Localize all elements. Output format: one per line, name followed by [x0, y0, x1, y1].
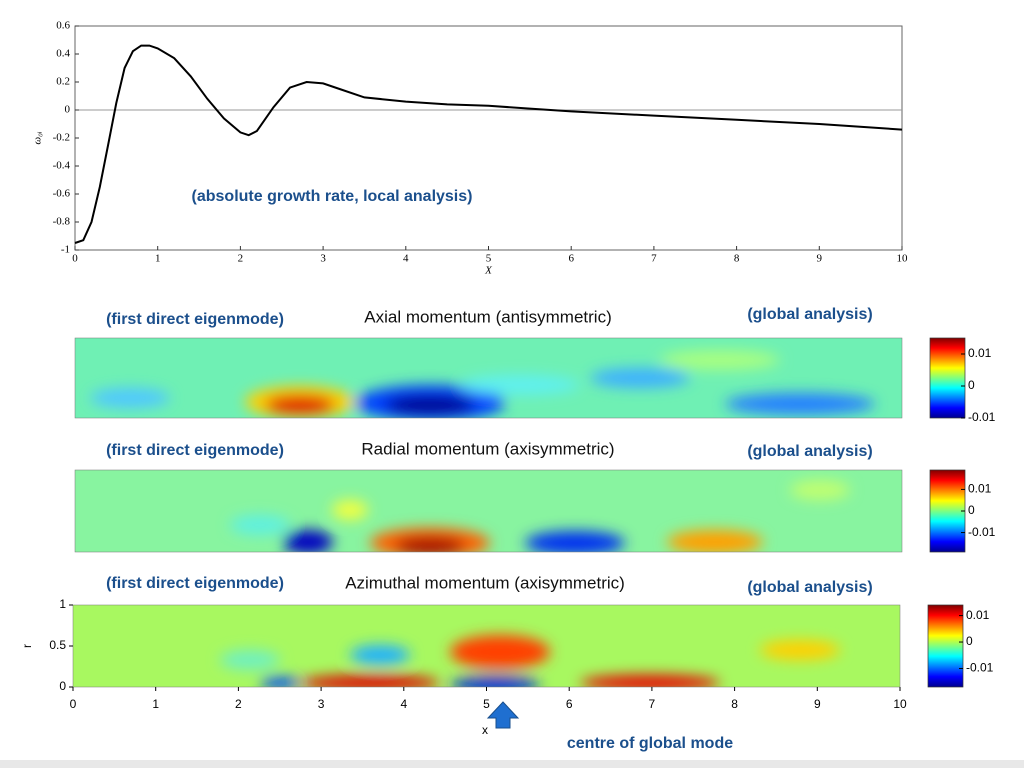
colorbar-tick-label: 0.01: [968, 346, 992, 360]
y-tick-label: -0.2: [53, 132, 70, 144]
y-tick-label: -0.4: [53, 160, 71, 172]
annotation: (global analysis): [747, 443, 872, 460]
x-tick-label: 7: [651, 253, 657, 265]
x-tick-label: 10: [893, 697, 907, 711]
field-azimuthal: [73, 605, 900, 687]
panel-title: Radial momentum (axisymmetric): [361, 439, 614, 458]
x-tick-label: 8: [734, 253, 740, 265]
x-axis-label: x: [482, 723, 488, 737]
colorbar-tick-label: -0.01: [966, 661, 994, 675]
x-tick-label: 3: [318, 697, 325, 711]
x-tick-label: 0: [72, 253, 78, 265]
annotation: (global analysis): [747, 579, 872, 596]
x-tick-label: 8: [731, 697, 738, 711]
x-axis-label: X: [484, 265, 493, 277]
colorbar: [929, 337, 966, 419]
colorbar-tick-label: 0.01: [968, 482, 992, 496]
x-tick-label: 4: [403, 253, 409, 265]
colorbar-tick-label: -0.01: [968, 410, 996, 424]
colorbar: [927, 604, 964, 688]
colorbar-tick-label: 0: [968, 378, 975, 392]
y-axis-label: r: [20, 644, 34, 648]
x-tick-label: 2: [238, 253, 244, 265]
y-tick-label: 0.5: [49, 638, 66, 652]
x-tick-label: 4: [400, 697, 407, 711]
x-tick-label: 0: [70, 697, 77, 711]
annotation: (global analysis): [747, 306, 872, 323]
annotation: (first direct eigenmode): [106, 575, 284, 592]
annotation: (absolute growth rate, local analysis): [192, 188, 473, 205]
x-tick-label: 2: [235, 697, 242, 711]
x-tick-label: 10: [897, 253, 909, 265]
x-tick-label: 6: [566, 697, 573, 711]
colorbar-tick-label: -0.01: [968, 525, 996, 539]
y-tick-label: -0.8: [53, 216, 71, 228]
y-tick-label: 0.6: [56, 20, 70, 32]
x-tick-label: 1: [152, 697, 159, 711]
field-radial: [75, 470, 902, 552]
x-tick-label: 6: [568, 253, 574, 265]
y-tick-label: 0.2: [56, 76, 70, 88]
y-tick-label: 0.4: [56, 48, 70, 60]
annotation: (first direct eigenmode): [106, 311, 284, 328]
colorbar-tick-label: 0: [966, 634, 973, 648]
footer-strip: [0, 760, 1024, 768]
x-tick-label: 9: [817, 253, 823, 265]
x-tick-label: 5: [486, 253, 492, 265]
x-tick-label: 1: [155, 253, 161, 265]
plot-frame: [74, 25, 903, 251]
colorbar-tick-label: 0.01: [966, 608, 990, 622]
annotation: (first direct eigenmode): [106, 442, 284, 459]
field-frame: [74, 337, 903, 419]
panel-title: Axial momentum (antisymmetric): [364, 307, 612, 326]
x-tick-label: 7: [649, 697, 656, 711]
y-axis-label: ω₀ᵢ: [32, 131, 44, 145]
y-tick-label: -0.6: [53, 188, 71, 200]
y-tick-label: 1: [59, 597, 66, 611]
colorbar-tick-label: 0: [968, 503, 975, 517]
growth-rate-line: [74, 44, 903, 244]
field-axial: [75, 338, 902, 418]
x-tick-label: 5: [483, 697, 490, 711]
y-tick-label: 0: [59, 679, 66, 693]
y-tick-label: 0: [65, 104, 71, 116]
colorbar: [929, 469, 966, 553]
centre-arrow: [486, 701, 520, 729]
annotation: centre of global mode: [567, 735, 733, 752]
field-frame: [74, 469, 903, 553]
y-tick-label: -1: [61, 244, 70, 256]
x-tick-label: 9: [814, 697, 821, 711]
panel-title: Azimuthal momentum (axisymmetric): [345, 573, 625, 592]
x-tick-label: 3: [320, 253, 326, 265]
